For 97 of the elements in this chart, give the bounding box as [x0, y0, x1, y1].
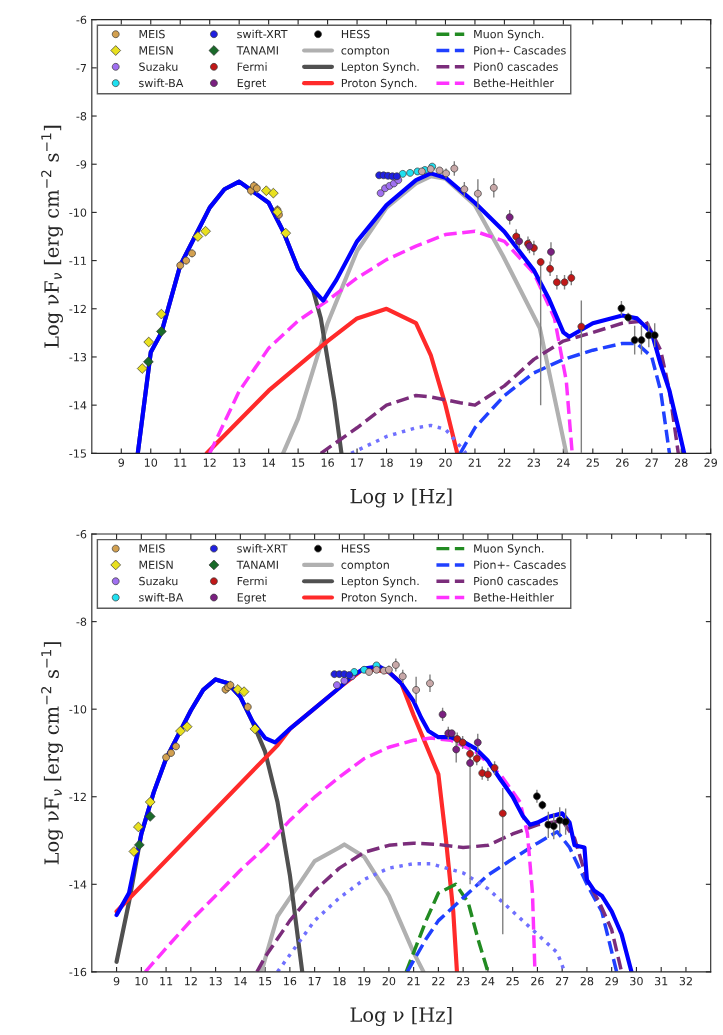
legend-label: HESS [341, 29, 370, 39]
legend-label: Bethe-Heithler [474, 592, 554, 602]
x-tick-label: 20 [382, 976, 396, 986]
x-tick-label: 21 [407, 976, 420, 986]
x-tick-label: 10 [135, 976, 148, 986]
x-tick-label: 16 [321, 458, 334, 467]
legend-label: MEIS [139, 544, 165, 553]
x-tick-label: 9 [118, 458, 125, 467]
x-tick-label: 29 [704, 458, 717, 467]
legend-label: Pion+- Cascades [474, 45, 566, 55]
legend-label: MEIS [139, 29, 165, 39]
x-tick-label: 10 [144, 458, 158, 467]
x-tick-label: 31 [654, 976, 668, 986]
y-tick-label: -11 [69, 256, 86, 265]
x-tick-label: 20 [439, 458, 452, 467]
x-tick-label: 18 [380, 458, 393, 467]
x-tick-label: 28 [580, 976, 594, 986]
x-tick-label: 25 [506, 976, 519, 986]
x-tick-label: 21 [468, 458, 481, 467]
legend-label: Muon Synch. [474, 544, 544, 555]
y-tick-label: -12 [69, 304, 86, 313]
legend-label: swift-XRT [237, 29, 288, 39]
x-tick-label: 14 [234, 977, 247, 986]
x-tick-label: 12 [203, 458, 216, 467]
legend-label: Muon Synch. [474, 29, 544, 41]
legend-label: Egret [237, 78, 266, 90]
legend-label: Proton Synch. [341, 592, 417, 604]
y-tick-label: -14 [69, 880, 87, 889]
y-tick-label: -8 [76, 617, 87, 626]
x-tick-label: 29 [605, 976, 618, 986]
x-tick-label: 22 [432, 976, 445, 986]
y-tick-label: -6 [76, 15, 87, 25]
y-tick-label: -15 [69, 449, 86, 458]
y-tick-label: -16 [69, 967, 87, 977]
x-tick-label: 12 [184, 976, 197, 986]
x-tick-label: 15 [259, 977, 272, 986]
x-tick-label: 19 [358, 976, 371, 986]
x-tick-label: 24 [557, 458, 570, 467]
y-tick-label: -10 [69, 208, 87, 217]
x-tick-label: 23 [456, 976, 470, 986]
x-tick-label: 13 [233, 458, 246, 467]
x-tick-label: 28 [674, 458, 688, 467]
x-tick-label: 25 [586, 458, 599, 467]
legend-label: Pion0 cascades [474, 62, 558, 71]
y-tick-label: -13 [69, 352, 87, 362]
x-tick-label: 24 [481, 976, 495, 986]
x-tick-label: 26 [616, 458, 629, 467]
legend-label: swift-BA [139, 78, 184, 88]
x-tick-label: 15 [292, 458, 305, 467]
legend-label: Suzaku [139, 576, 178, 586]
y-tick-label: -7 [76, 63, 87, 73]
x-tick-label: 18 [333, 976, 346, 986]
legend-label: HESS [341, 544, 370, 553]
legend-label: Suzaku [139, 62, 178, 71]
x-tick-label: 19 [410, 458, 423, 467]
y-axis-title: Log νF$_{ν}$ [erg cm$^{−2}$ s$^{−1}$] [41, 125, 63, 348]
x-tick-label: 9 [113, 976, 120, 986]
x-tick-label: 26 [531, 976, 544, 986]
legend-label: Lepton Synch. [341, 576, 419, 588]
legend-label: MEISN [139, 560, 173, 569]
legend-label: swift-BA [139, 592, 184, 602]
x-tick-label: 14 [262, 458, 276, 467]
y-tick-label: -12 [69, 792, 86, 801]
y-tick-label: -6 [76, 530, 87, 539]
legend-label: compton [341, 46, 389, 57]
x-axis-title: Log ν [Hz] [350, 488, 452, 508]
y-tick-label: -9 [76, 160, 87, 169]
legend-label: Pion0 cascades [474, 576, 558, 586]
x-tick-label: 23 [527, 458, 541, 467]
legend-label: compton [341, 561, 389, 572]
x-tick-label: 16 [284, 976, 297, 986]
x-tick-label: 22 [498, 458, 511, 467]
x-tick-label: 11 [160, 977, 173, 986]
x-axis-title: Log ν [Hz] [350, 1006, 452, 1027]
legend-label: swift-XRT [237, 544, 288, 553]
x-tick-label: 13 [209, 976, 222, 986]
y-tick-label: -8 [76, 112, 87, 121]
legend-label: TANAMI [236, 46, 278, 55]
legend-label: Pion+- Cascades [474, 560, 566, 569]
x-tick-label: 11 [174, 458, 187, 467]
legend-label: Fermi [237, 576, 267, 586]
legend-label: MEISN [139, 46, 173, 55]
legend-label: Egret [237, 593, 266, 604]
x-tick-label: 27 [645, 458, 658, 467]
legend-label: Proton Synch. [341, 78, 417, 90]
legend-label: Fermi [237, 62, 267, 71]
legend-label: Lepton Synch. [341, 62, 419, 74]
legend-label: TANAMI [236, 560, 278, 569]
x-tick-label: 17 [351, 458, 364, 467]
x-tick-label: 17 [308, 977, 321, 986]
x-tick-label: 30 [630, 976, 643, 986]
y-axis-title: Log νF$_{ν}$ [erg cm$^{−2}$ s$^{−1}$] [41, 642, 63, 865]
x-tick-label: 32 [679, 976, 692, 986]
legend-label: Bethe-Heithler [474, 78, 554, 88]
x-tick-label: 27 [555, 976, 569, 986]
y-tick-label: -10 [69, 705, 87, 714]
y-tick-label: -14 [69, 401, 87, 410]
